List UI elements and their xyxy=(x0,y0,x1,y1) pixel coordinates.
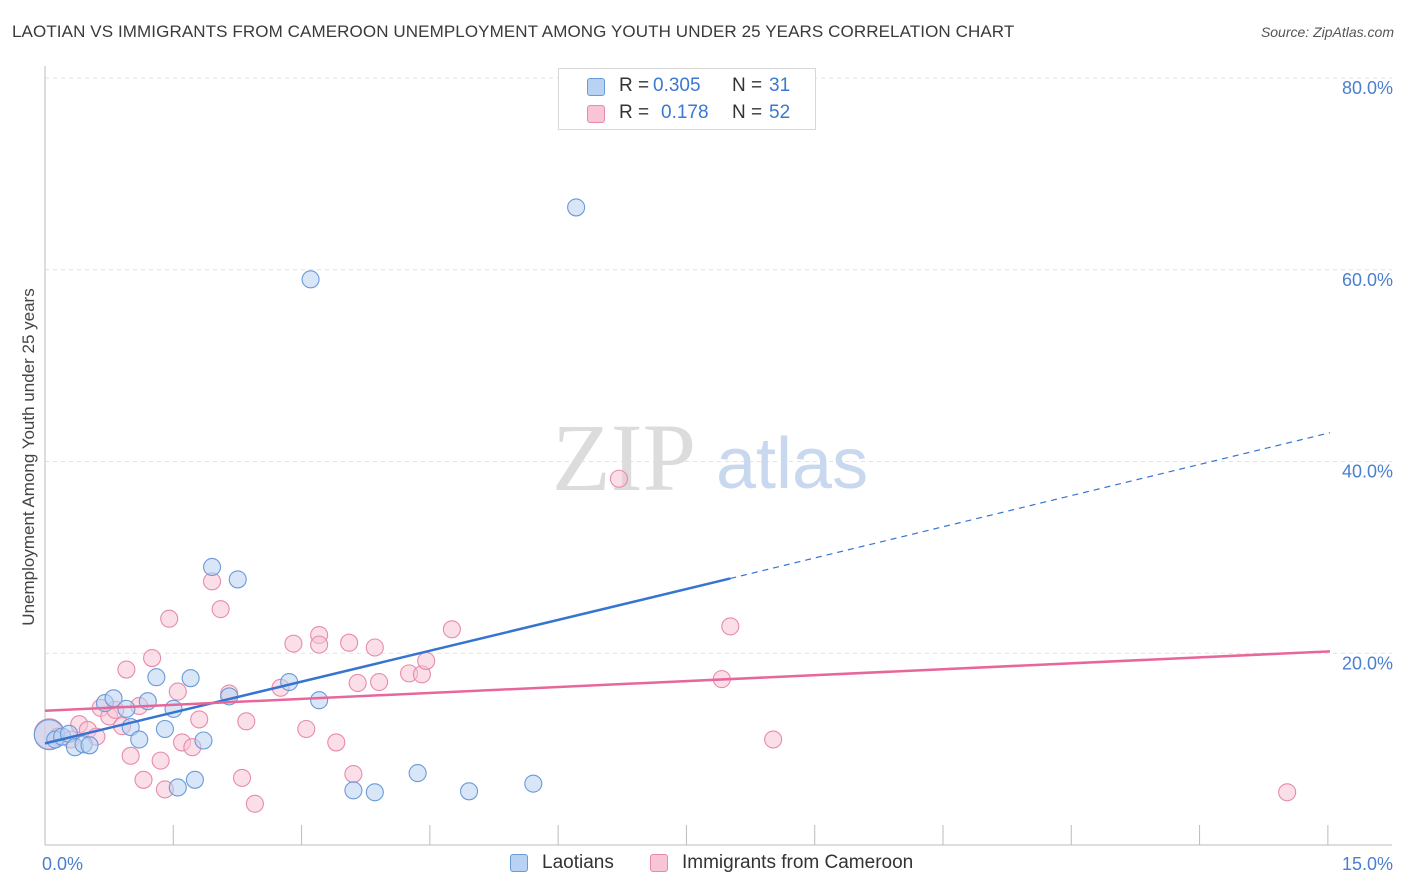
cameroon-point xyxy=(211,600,230,619)
axes xyxy=(44,66,1392,846)
cameroon-r-label: R = xyxy=(619,102,650,123)
laotians-point xyxy=(181,669,200,688)
cameroon-point xyxy=(764,730,783,749)
cameroon-point xyxy=(365,638,384,657)
cameroon-n-label: N = xyxy=(732,102,763,123)
laotians-point xyxy=(147,668,166,687)
y-tick-label-40: 40.0% xyxy=(1342,462,1393,482)
cameroon-point xyxy=(344,765,363,784)
cameroon-point xyxy=(721,617,740,636)
watermark: ZIP atlas xyxy=(552,404,868,511)
trend-lines xyxy=(44,432,1331,745)
cameroon-point xyxy=(297,719,316,739)
cameroon-point xyxy=(151,751,170,770)
laotians-swatch xyxy=(587,78,605,96)
y-tick-label-80: 80.0% xyxy=(1342,78,1393,98)
laotians-point xyxy=(155,719,174,739)
watermark-atlas: atlas xyxy=(716,424,868,504)
cameroon-point xyxy=(1278,783,1297,802)
laotians-n-label: N = xyxy=(732,75,763,96)
cameroon-point xyxy=(190,710,209,729)
x-tick-label-min: 0.0% xyxy=(42,854,83,874)
cameroon-point xyxy=(442,620,461,639)
cameroon-point xyxy=(327,733,346,752)
laotians-point xyxy=(130,730,149,749)
source-label: Source: ZipAtlas.com xyxy=(1260,24,1394,40)
laotians-point xyxy=(117,699,136,718)
cameroon-point xyxy=(232,768,252,787)
y-tick-label-20: 20.0% xyxy=(1342,653,1393,673)
laotians-point xyxy=(301,270,320,289)
watermark-zip: ZIP xyxy=(552,404,696,511)
cameroon-point xyxy=(168,682,187,701)
legend-swatch-cameroon xyxy=(650,854,668,872)
cameroon-point xyxy=(160,609,179,628)
laotians-point xyxy=(185,770,204,789)
cameroon-point xyxy=(310,635,329,654)
laotians-point xyxy=(310,691,329,710)
laotians-point xyxy=(228,570,247,589)
cameroon-point xyxy=(121,746,140,765)
laotians-point xyxy=(365,783,384,802)
cameroon-swatch xyxy=(587,105,605,123)
chart-title: LAOTIAN VS IMMIGRANTS FROM CAMEROON UNEM… xyxy=(12,22,1015,41)
y-tick-label-60: 60.0% xyxy=(1342,270,1393,290)
stats-legend: R = 0.305 N = 31 R = 0.178 N = 52 xyxy=(558,68,816,130)
cameroon-trend-line xyxy=(44,650,1331,713)
laotians-point xyxy=(408,764,427,783)
cameroon-point xyxy=(143,648,162,668)
x-tick-label-max: 15.0% xyxy=(1342,854,1393,874)
cameroon-point xyxy=(348,673,367,693)
cameroon-point xyxy=(134,770,153,789)
laotians-point xyxy=(194,731,213,750)
cameroon-point xyxy=(117,660,136,679)
cameroon-r-value: 0.178 xyxy=(661,102,709,123)
laotians-trend-line xyxy=(44,577,731,745)
laotians-r-value: 0.305 xyxy=(653,75,701,96)
laotians-point xyxy=(524,774,543,793)
cameroon-point xyxy=(284,634,303,653)
y-axis-label: Unemployment Among Youth under 25 years xyxy=(19,288,38,625)
cameroon-point xyxy=(417,651,436,670)
laotians-n-value: 31 xyxy=(769,75,791,96)
tick-labels: 20.0% 40.0% 60.0% 80.0% 0.0% 15.0% xyxy=(42,78,1393,874)
legend-swatch-laotians xyxy=(510,854,528,872)
gridlines xyxy=(45,77,1392,654)
laotians-trend-extension xyxy=(730,432,1331,580)
cameroon-point xyxy=(245,794,264,813)
laotians-point xyxy=(567,198,586,217)
laotians-r-label: R = xyxy=(619,75,650,96)
laotians-point xyxy=(344,781,363,800)
laotians-point xyxy=(168,778,187,797)
legend-label-laotians: Laotians xyxy=(542,852,614,873)
cameroon-point xyxy=(609,469,629,488)
legend-label-cameroon: Immigrants from Cameroon xyxy=(682,852,914,873)
cameroon-point xyxy=(340,633,359,652)
laotians-point xyxy=(203,557,222,577)
cameroon-point xyxy=(370,672,389,692)
cameroon-point xyxy=(237,712,256,731)
series-cameroon-points xyxy=(33,469,1297,813)
cameroon-n-value: 52 xyxy=(769,102,791,123)
series-legend: Laotians Immigrants from Cameroon xyxy=(0,852,1406,878)
laotians-point xyxy=(459,782,479,801)
laotians-point xyxy=(80,736,99,755)
